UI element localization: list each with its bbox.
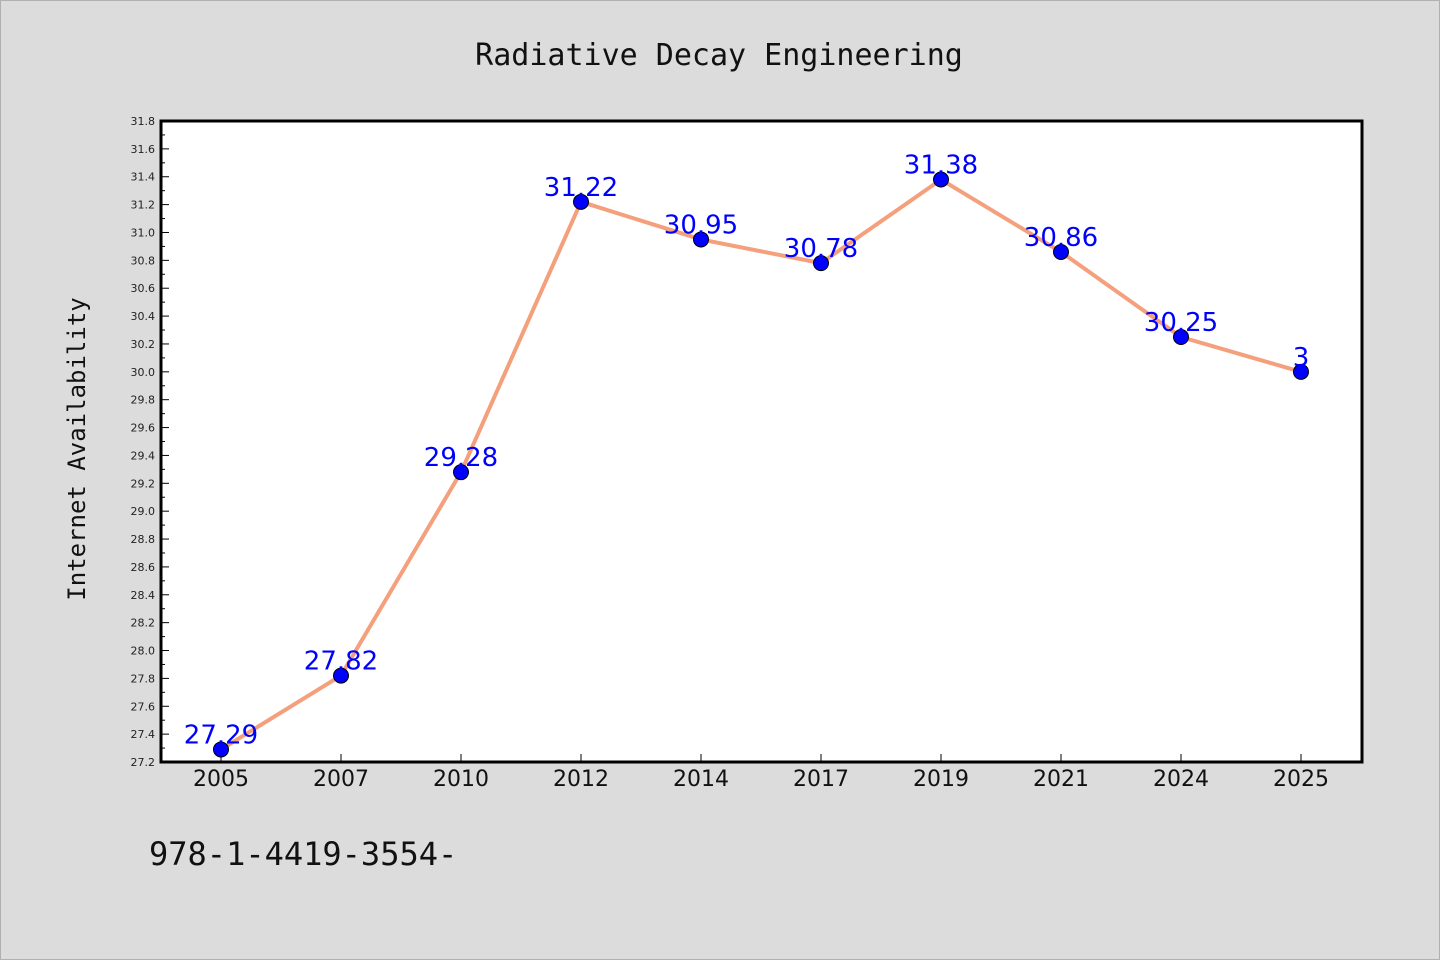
y-tick-label: 27.2: [131, 756, 156, 769]
y-tick-label: 30.0: [131, 366, 156, 379]
data-label: 27.82: [304, 647, 378, 677]
y-tick-label: 30.6: [131, 282, 156, 295]
footer-isbn-text: 978-1-4419-3554-: [149, 835, 457, 873]
y-tick-label: 27.4: [131, 728, 156, 741]
x-axis-ticks: 2005 2007 2010 2012 2014 2017 2019 2021 2024 2025: [193, 754, 1329, 792]
data-label: 30.78: [784, 234, 858, 264]
y-tick-label: 29.6: [131, 422, 156, 435]
x-tick-label: 2017: [793, 767, 849, 792]
y-axis-ticks: 27.2 27.4 27.6 27.8 28.0 28.2 28.4 28.6 28.8 29.0…: [131, 115, 169, 769]
data-point-marker: [813, 255, 829, 272]
y-tick-label: 28.2: [131, 617, 156, 630]
y-tick-label: 31.2: [131, 199, 156, 212]
y-tick-label: 30.2: [131, 338, 156, 351]
data-point-marker: [573, 193, 589, 210]
y-tick-label: 31.8: [131, 115, 156, 128]
y-tick-label: 28.6: [131, 561, 156, 574]
data-point-marker: [1293, 363, 1309, 380]
data-point-marker: [1173, 328, 1189, 345]
data-point-marker: [1053, 243, 1069, 260]
y-tick-label: 28.0: [131, 645, 156, 658]
y-tick-label: 29.8: [131, 394, 156, 407]
series-line: [219, 177, 1303, 752]
data-markers: [213, 171, 1309, 758]
y-tick-label: 28.4: [131, 589, 156, 602]
data-labels: 27.29 27.82 29.28 31.22 30.95 30.78 31.38 30.86…: [184, 151, 1309, 751]
x-tick-label: 2025: [1273, 767, 1329, 792]
y-tick-label: 31.6: [131, 143, 156, 156]
x-tick-label: 2005: [193, 767, 249, 792]
y-axis-label: Internet Availability: [63, 297, 91, 600]
y-tick-label: 31.0: [131, 226, 156, 239]
data-point-marker: [213, 741, 229, 758]
x-tick-label: 2019: [913, 767, 969, 792]
y-tick-label: 30.8: [131, 254, 156, 267]
chart-title: Radiative Decay Engineering: [475, 38, 963, 73]
data-label: 31.38: [904, 151, 978, 181]
y-tick-label: 30.4: [131, 310, 156, 323]
y-tick-label: 29.4: [131, 449, 156, 462]
data-point-marker: [933, 171, 949, 188]
data-label: 3: [1293, 343, 1310, 373]
series-line-group: [219, 177, 1303, 752]
data-point-marker: [333, 667, 349, 684]
y-tick-label: 27.8: [131, 672, 156, 685]
data-label: 30.86: [1024, 223, 1098, 253]
data-label: 31.22: [544, 173, 618, 203]
y-tick-label: 29.0: [131, 505, 156, 518]
y-tick-label: 27.6: [131, 700, 156, 713]
x-tick-label: 2010: [433, 767, 489, 792]
x-tick-label: 2024: [1153, 767, 1209, 792]
data-label: 27.29: [184, 720, 258, 750]
data-label: 29.28: [424, 443, 498, 473]
x-tick-label: 2007: [313, 767, 369, 792]
x-tick-label: 2014: [673, 767, 729, 792]
data-point-marker: [453, 464, 469, 481]
data-label: 30.25: [1144, 308, 1218, 338]
data-label: 30.95: [664, 210, 738, 240]
plot-area: [159, 119, 1364, 764]
x-tick-label: 2012: [553, 767, 609, 792]
x-tick-label: 2021: [1033, 767, 1089, 792]
y-tick-label: 29.2: [131, 477, 156, 490]
y-tick-label: 31.4: [131, 171, 156, 184]
data-point-marker: [693, 231, 709, 248]
y-tick-label: 28.8: [131, 533, 156, 546]
